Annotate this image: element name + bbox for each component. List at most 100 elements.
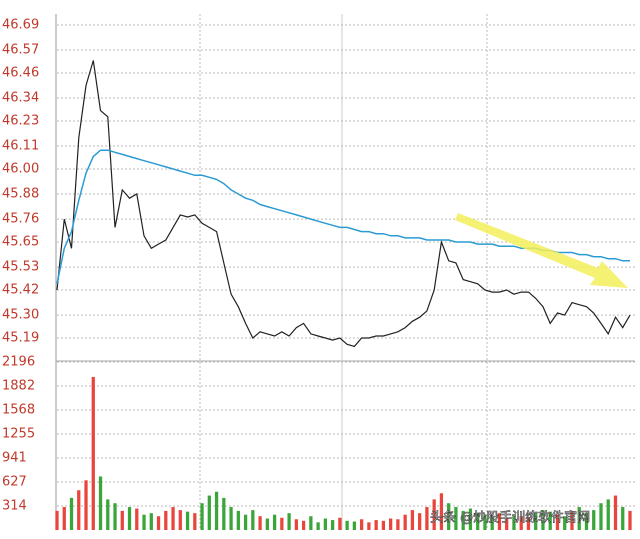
- volume-bar: [280, 517, 284, 530]
- y-tick-label: 46.11: [2, 139, 39, 154]
- y-tick-label: 45.53: [2, 260, 39, 275]
- y-tick-label: 1882: [2, 379, 35, 394]
- volume-bar: [323, 518, 327, 530]
- volume-bar: [606, 499, 610, 530]
- y-tick-label: 627: [2, 475, 27, 490]
- volume-bar: [135, 508, 139, 530]
- volume-bar: [142, 514, 146, 530]
- y-tick-label: 45.88: [2, 187, 39, 202]
- y-tick-label: 45.65: [2, 235, 39, 250]
- volume-bar: [621, 507, 625, 530]
- volume-bar: [505, 517, 509, 530]
- volume-bar: [410, 510, 415, 530]
- volume-bar: [577, 507, 581, 530]
- volume-bar: [461, 510, 465, 530]
- volume-bar: [483, 514, 487, 530]
- volume-bar: [214, 491, 219, 530]
- y-tick-label: 45.76: [2, 212, 39, 227]
- volume-bar: [476, 513, 480, 530]
- volume-bar: [389, 518, 393, 530]
- volume-bar: [403, 514, 407, 530]
- volume-bar: [338, 517, 342, 530]
- volume-bar: [236, 510, 240, 530]
- volume-bar: [272, 514, 277, 530]
- volume-bar: [367, 522, 371, 530]
- volume-bar: [396, 519, 400, 530]
- volume-bar: [229, 507, 233, 530]
- volume-bar: [301, 520, 306, 530]
- volume-bar: [534, 513, 538, 530]
- volume-bar: [98, 476, 103, 530]
- volume-bar: [468, 508, 473, 530]
- y-tick-label: 46.00: [2, 162, 39, 177]
- y-tick-label: 1568: [2, 403, 35, 418]
- volume-bar: [360, 519, 364, 530]
- volume-bar: [512, 514, 516, 530]
- y-tick-label: 45.30: [2, 308, 39, 323]
- y-tick-label: 941: [2, 451, 27, 466]
- volume-bar: [490, 516, 494, 530]
- volume-bar: [149, 513, 153, 530]
- volume-bar: [178, 510, 182, 530]
- y-tick-label: 46.46: [2, 66, 39, 81]
- volume-bar: [164, 510, 168, 530]
- y-tick-label: 45.42: [2, 283, 39, 298]
- price-line: [56, 60, 631, 348]
- volume-bar: [497, 513, 502, 530]
- volume-bar: [418, 513, 422, 530]
- volume-bar: [258, 516, 262, 530]
- volume-bar: [156, 516, 161, 530]
- y-tick-label: 1255: [2, 426, 35, 441]
- volume-bar: [120, 510, 124, 530]
- volume-bar: [541, 510, 545, 530]
- y-tick-label: 46.69: [2, 18, 39, 33]
- volume-bar: [69, 497, 74, 530]
- volume-bar: [316, 522, 320, 530]
- volume-bar: [207, 495, 211, 530]
- volume-bar: [309, 516, 313, 530]
- volume-bar: [55, 510, 59, 530]
- volume-bar: [628, 510, 632, 530]
- volume-bar: [185, 511, 190, 530]
- y-tick-label: 2196: [2, 355, 35, 370]
- volume-bar: [106, 499, 110, 530]
- volume-bar: [62, 507, 66, 530]
- volume-bar: [519, 516, 523, 530]
- volume-bar: [425, 507, 429, 530]
- volume-bar: [374, 520, 378, 530]
- volume-bar: [265, 518, 269, 530]
- volume-bar: [127, 507, 132, 530]
- volume-bar: [193, 513, 197, 530]
- volume-bar: [526, 518, 531, 530]
- volume-bar: [113, 503, 117, 530]
- y-tick-label: 46.57: [2, 43, 39, 58]
- volume-bar: [570, 510, 574, 530]
- volume-bar: [251, 510, 255, 530]
- volume-bar: [84, 480, 88, 530]
- volume-bar: [439, 493, 444, 530]
- volume-bar: [381, 520, 386, 530]
- volume-bar: [171, 507, 175, 530]
- y-tick-label: 314: [2, 498, 27, 513]
- watermark: 头条 @炒股手训练软件官网: [430, 510, 590, 526]
- volume-bar: [91, 376, 95, 530]
- volume-bar: [352, 521, 357, 530]
- volume-bar: [584, 513, 589, 530]
- y-tick-label: 45.19: [2, 331, 39, 346]
- volume-bar: [613, 495, 618, 530]
- arrow-annotation: [455, 213, 628, 288]
- volume-bar: [345, 520, 349, 530]
- volume-bar: [599, 503, 603, 530]
- volume-bar: [200, 503, 204, 530]
- volume-bar: [222, 497, 226, 530]
- volume-bar: [454, 507, 458, 530]
- volume-bar: [330, 520, 335, 530]
- volume-bar: [592, 510, 596, 530]
- volume-bar: [447, 503, 451, 530]
- y-tick-label: 46.23: [2, 114, 39, 129]
- volume-bar: [77, 490, 81, 530]
- volume-bar: [563, 516, 567, 530]
- volume-bar: [294, 519, 298, 530]
